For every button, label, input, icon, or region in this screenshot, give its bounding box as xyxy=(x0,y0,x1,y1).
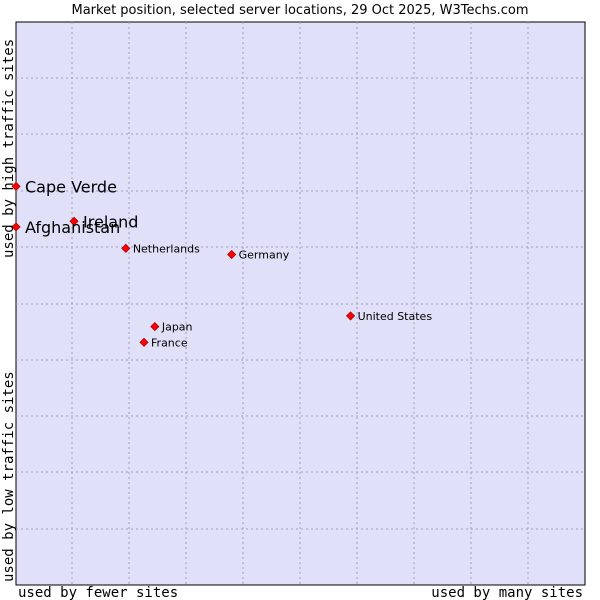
x-axis-label-left: used by fewer sites xyxy=(18,585,178,600)
point-label: France xyxy=(151,336,188,349)
point-label: Netherlands xyxy=(133,242,200,255)
y-axis-label-top: used by high traffic sites xyxy=(1,39,17,258)
point-marker xyxy=(227,249,237,260)
point-marker xyxy=(150,322,160,332)
point-united-states: United States xyxy=(346,310,433,323)
point-cape-verde: Cape Verde xyxy=(11,177,117,196)
point-marker xyxy=(11,181,21,191)
chart-title: Market position, selected server locatio… xyxy=(71,3,528,18)
point-marker xyxy=(69,216,79,226)
point-label: Cape Verde xyxy=(25,177,117,196)
grid-lines xyxy=(16,22,585,585)
point-netherlands: Netherlands xyxy=(121,242,200,255)
point-label: Japan xyxy=(161,321,193,334)
point-label: United States xyxy=(358,310,433,323)
point-france: France xyxy=(139,336,188,349)
point-germany: Germany xyxy=(227,249,290,262)
x-axis-label-right: used by many sites xyxy=(431,585,583,600)
point-ireland: Ireland xyxy=(69,212,138,231)
point-marker xyxy=(121,243,131,253)
y-axis-label-bottom: used by low traffic sites xyxy=(1,371,17,582)
point-label: Afghanistan xyxy=(25,218,120,237)
point-label: Germany xyxy=(239,249,290,262)
point-marker xyxy=(139,337,149,347)
point-marker xyxy=(346,311,356,321)
point-label: Ireland xyxy=(83,212,138,231)
point-afghanistan: Afghanistan xyxy=(11,218,120,237)
point-marker xyxy=(11,222,21,232)
point-japan: Japan xyxy=(150,321,193,334)
